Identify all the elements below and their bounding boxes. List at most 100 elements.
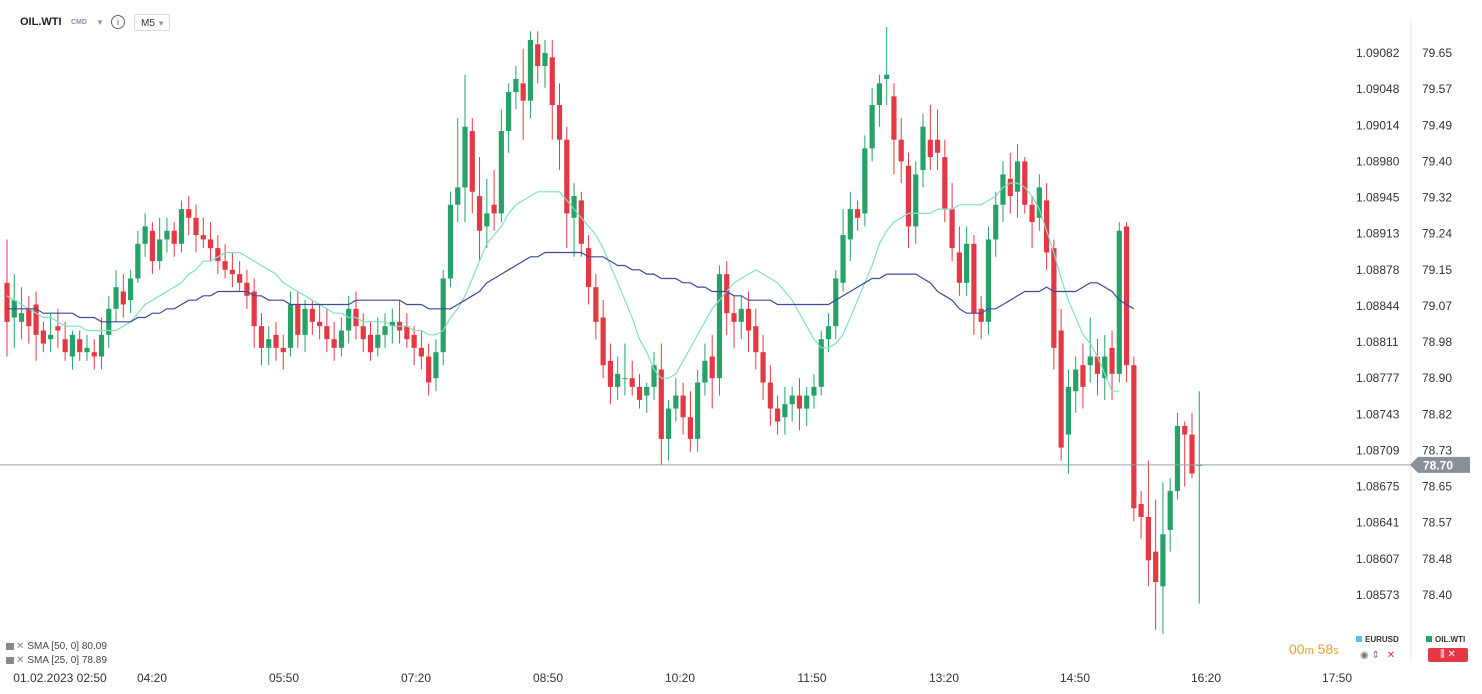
- indicator-icon[interactable]: [6, 642, 14, 650]
- candle-bull: [498, 131, 504, 214]
- symbol-label[interactable]: OIL.WTI: [20, 16, 62, 28]
- instrument-type-label[interactable]: CMD: [71, 19, 87, 26]
- candle-bear: [949, 209, 955, 249]
- candle-bear: [360, 326, 366, 340]
- current-price-label: 78.70: [1423, 458, 1453, 472]
- overlay-eurusd-label[interactable]: EURUSD: [1356, 635, 1399, 644]
- chart-toolbar: OIL.WTI CMD ▼ i M5 ▼: [0, 0, 1340, 46]
- candle-bull: [818, 339, 824, 387]
- candle-bull: [1167, 490, 1173, 530]
- candle-bull: [527, 39, 534, 101]
- candle-bear: [898, 139, 904, 162]
- legend-value: 78.89: [81, 655, 107, 666]
- timer-seconds-unit: s: [1333, 645, 1339, 657]
- overlay-price-tick-label: 1.09082: [1356, 46, 1400, 60]
- price-tick-label: 79.32: [1422, 191, 1452, 205]
- overlay-oilwti-label[interactable]: OIL.WTI: [1426, 635, 1465, 644]
- candle-bull: [98, 334, 105, 357]
- close-icon[interactable]: ✕: [16, 655, 25, 666]
- candle-bull: [506, 92, 512, 132]
- candle-bear: [905, 165, 912, 227]
- indicator-icon[interactable]: [6, 656, 14, 664]
- candle-bear: [1131, 365, 1137, 509]
- candle-bear: [731, 313, 737, 322]
- price-tick-label: 79.65: [1422, 46, 1452, 60]
- candle-bear: [309, 308, 315, 322]
- candle-bear: [891, 96, 897, 140]
- candle-bear: [556, 105, 563, 140]
- candle-bull: [716, 274, 723, 379]
- candle-bull: [346, 308, 352, 331]
- close-icon[interactable]: ✕: [16, 641, 25, 652]
- close-icon[interactable]: ✕: [1386, 650, 1396, 661]
- overlay-price-tick-label: 1.08675: [1356, 480, 1400, 494]
- candle-bull: [375, 334, 381, 348]
- indicator-legend: ✕ SMA [50, 0] 80.09 ✕ SMA [25, 0] 78.89: [6, 640, 107, 668]
- timeframe-select[interactable]: M5 ▼: [134, 14, 170, 31]
- candle-bull: [1000, 174, 1006, 205]
- chevron-down-icon[interactable]: ▼: [96, 18, 104, 27]
- time-tick-label: 17:50: [1322, 671, 1352, 685]
- timer-minutes: 00: [1289, 641, 1305, 657]
- candle-bull: [993, 204, 999, 240]
- info-icon[interactable]: i: [111, 15, 125, 29]
- price-tick-label: 79.07: [1422, 299, 1452, 313]
- candle-bull: [1160, 534, 1166, 587]
- candle-bull: [382, 326, 388, 335]
- candle-bear: [207, 239, 214, 249]
- overlay-price-tick-label: 1.08607: [1356, 552, 1400, 566]
- candle-bear: [317, 321, 323, 327]
- close-icon[interactable]: ✕: [1447, 649, 1456, 660]
- candle-bull: [178, 209, 185, 244]
- candle-bear: [411, 334, 417, 348]
- move-arrows-icon[interactable]: ⇕: [1371, 650, 1380, 661]
- candle-bear: [1080, 365, 1086, 387]
- overlay-price-tick-label: 1.08945: [1356, 191, 1400, 205]
- timeframe-value: M5: [141, 18, 155, 29]
- candle-bear: [469, 131, 475, 192]
- candle-bear: [1109, 347, 1115, 374]
- candle-bear: [1138, 503, 1144, 517]
- color-swatch: [1426, 636, 1432, 642]
- candle-bull: [84, 347, 90, 353]
- price-tick-label: 78.57: [1422, 516, 1452, 530]
- overlay-price-tick-label: 1.08913: [1356, 227, 1400, 241]
- candle-bear: [215, 248, 221, 262]
- candle-bear: [753, 326, 759, 353]
- candle-bull: [913, 174, 919, 227]
- candle-bull: [142, 226, 148, 244]
- candle-bull: [644, 386, 650, 396]
- candle-bear: [593, 287, 599, 322]
- candle-bear: [244, 282, 250, 296]
- candle-bear: [854, 209, 861, 218]
- overlay-price-tick-label: 1.08878: [1356, 263, 1400, 277]
- candle-bull: [825, 326, 832, 340]
- legend-item-sma50[interactable]: ✕ SMA [50, 0] 80.09: [6, 640, 107, 654]
- eye-icon[interactable]: ◉: [1360, 650, 1369, 661]
- overlay-price-tick-label: 1.08743: [1356, 407, 1400, 421]
- candle-bull: [869, 105, 875, 149]
- price-tick-label: 78.48: [1422, 552, 1452, 566]
- candle-bear: [549, 57, 555, 106]
- overlay-price-tick-label: 1.08777: [1356, 371, 1400, 385]
- candle-bear: [1182, 425, 1188, 435]
- candle-bear: [927, 139, 933, 158]
- price-tick-label: 78.98: [1422, 335, 1452, 349]
- candle-bear: [273, 334, 279, 348]
- candle-bear: [1094, 356, 1101, 374]
- candle-bear: [251, 291, 257, 327]
- settings-icon[interactable]: ⫼: [1440, 649, 1445, 660]
- candle-bull: [920, 126, 926, 171]
- legend-item-sma25[interactable]: ✕ SMA [25, 0] 78.89: [6, 654, 107, 668]
- candle-bear: [978, 308, 984, 322]
- candle-bear: [578, 200, 584, 244]
- price-tick-label: 78.82: [1422, 407, 1452, 421]
- candle-bear: [1029, 204, 1035, 223]
- candle-bear: [193, 217, 199, 236]
- candle-bull: [433, 352, 439, 379]
- candle-bear: [200, 235, 206, 240]
- candle-bear: [229, 269, 235, 275]
- candle-bear: [367, 334, 374, 353]
- candle-bull: [833, 278, 839, 327]
